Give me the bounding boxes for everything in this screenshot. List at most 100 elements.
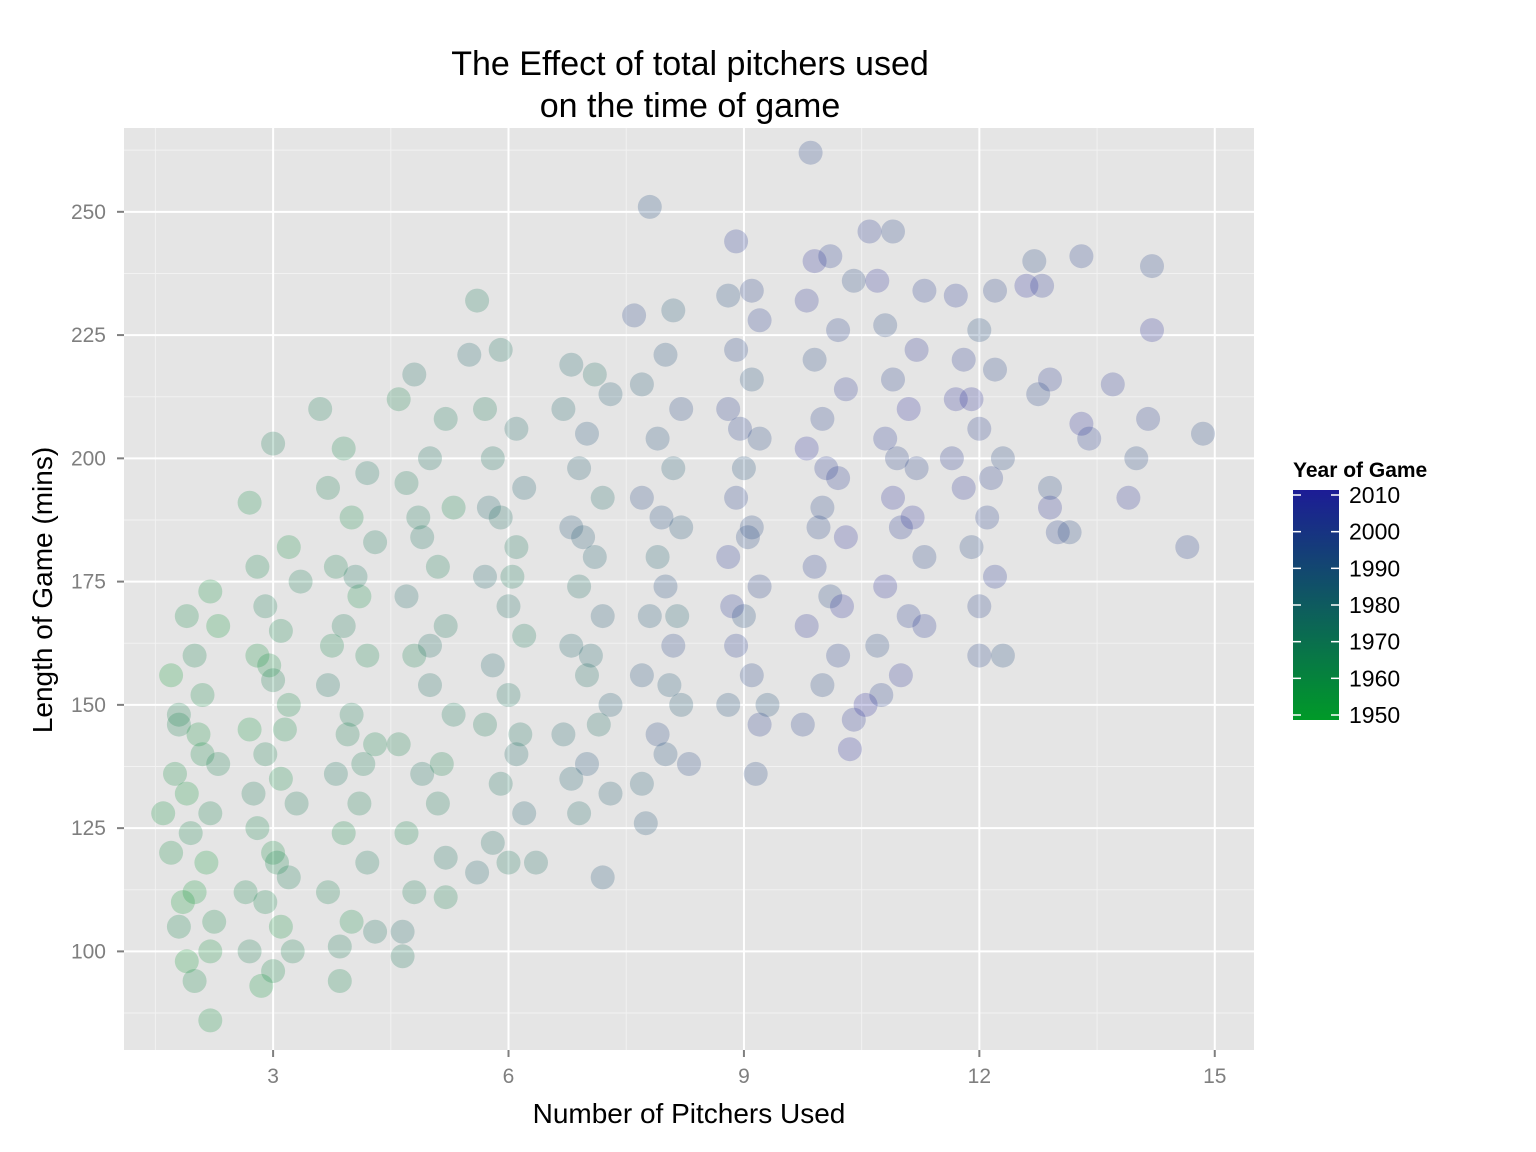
data-point [163,761,187,786]
data-point [473,397,497,421]
data-point [990,643,1015,668]
data-point [559,515,584,540]
data-point [943,387,968,412]
data-point [967,416,992,441]
data-point [257,653,282,678]
data-point [512,801,537,826]
data-point [724,633,749,658]
data-point [869,683,894,707]
data-point [629,663,654,688]
data-point [202,909,227,934]
data-point [724,337,749,362]
data-point [904,337,929,362]
data-point [418,633,442,658]
data-point [578,643,603,668]
data-point [837,737,862,762]
data-point [284,791,309,816]
data-point [661,456,686,481]
major-grid [124,128,1254,1050]
x-axis: 3 6 9 12 15 [267,1050,1226,1088]
data-point [881,219,905,244]
data-point [731,456,756,481]
data-point [653,574,678,599]
data-point [194,850,219,875]
data-point [567,801,592,826]
data-point [512,623,537,648]
data-point [633,811,658,836]
data-point [496,850,521,875]
data-point [198,1008,223,1033]
data-point [386,732,411,757]
data-point [410,761,435,786]
data-point [488,771,513,796]
data-point [1026,382,1051,407]
data-point [959,387,984,412]
data-point [323,554,348,579]
data-point [983,357,1007,382]
data-point [331,436,356,461]
x-tick-label: 15 [1203,1065,1226,1088]
data-point [339,505,364,530]
data-point [237,490,262,515]
data-point [394,821,419,846]
data-point [245,554,270,579]
data-point [331,614,356,638]
data-point [198,801,223,826]
data-point [1175,535,1200,560]
y-axis-title: Length of Game (mins) [27,447,58,733]
data-point [735,525,760,550]
data-point [669,515,694,540]
data-point [790,712,815,737]
data-point [504,742,529,767]
data-point [241,781,266,806]
legend-label: 1960 [1349,665,1400,691]
data-point [669,397,694,421]
data-point [559,633,584,658]
data-point [512,475,537,500]
data-point [833,525,858,550]
data-point [261,840,286,865]
data-point [1136,406,1161,431]
data-point [508,722,533,747]
legend-label: 1980 [1349,592,1400,618]
data-point [653,342,678,367]
data-point [575,752,599,776]
data-point [826,643,851,668]
data-point [363,732,388,757]
data-point [967,594,992,619]
y-tick-label: 225 [71,324,106,347]
data-point [677,752,701,776]
data-point [198,579,223,604]
data-point [320,633,344,658]
data-point [1077,426,1102,451]
data-point [339,909,364,934]
minor-grid [124,128,1254,1050]
data-point [433,406,458,431]
data-point [551,397,576,421]
data-point [476,495,501,520]
legend-label: 1970 [1349,629,1400,655]
data-point [967,643,992,668]
data-point [425,554,450,579]
data-point [402,362,427,387]
data-point [347,584,372,609]
data-point [629,372,654,397]
data-point [983,278,1007,303]
data-point [724,485,749,510]
data-point [488,337,513,362]
data-point [465,860,490,885]
data-point [559,766,584,791]
data-point [551,722,576,747]
data-point [873,313,898,338]
data-point [1140,254,1164,279]
data-point [327,934,352,959]
data-point [268,766,293,791]
x-tick-label: 12 [968,1065,991,1088]
data-point [245,816,270,841]
data-point [598,781,623,806]
legend-ticks: 2010 2000 1990 1980 1970 1960 1950 [1293,482,1400,728]
data-point [261,431,286,456]
data-point [190,742,215,767]
data-point [716,692,741,717]
data-point [433,845,458,870]
